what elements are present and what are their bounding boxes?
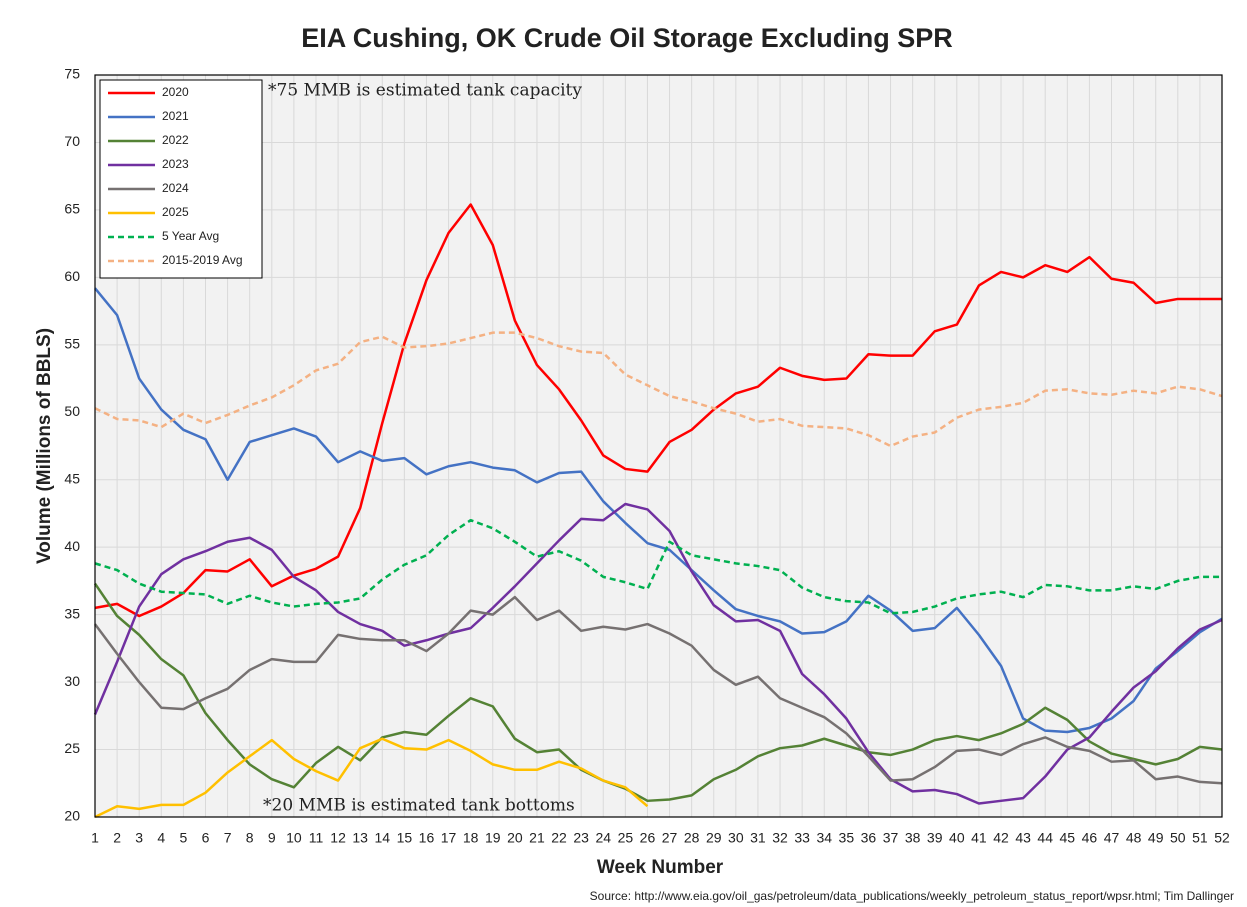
y-tick-label: 25 xyxy=(64,740,80,756)
x-tick-label: 46 xyxy=(1082,830,1098,846)
source: Source: http://www.eia.gov/oil_gas/petro… xyxy=(590,889,1234,903)
x-tick-label: 28 xyxy=(684,830,700,846)
y-tick-label: 55 xyxy=(64,336,80,352)
y-tick-label: 70 xyxy=(64,133,80,149)
y-tick-label: 75 xyxy=(64,66,80,82)
legend-label: 2022 xyxy=(162,133,189,147)
x-tick-label: 44 xyxy=(1037,830,1053,846)
x-tick-label: 26 xyxy=(640,830,656,846)
y-tick-label: 20 xyxy=(64,808,80,824)
x-tick-label: 51 xyxy=(1192,830,1208,846)
legend-box xyxy=(99,79,263,279)
chart-title: EIA Cushing, OK Crude Oil Storage Exclud… xyxy=(301,23,953,53)
y-tick-label: 40 xyxy=(64,538,80,554)
x-tick-label: 40 xyxy=(949,830,965,846)
x-tick-label: 45 xyxy=(1060,830,1076,846)
x-tick-label: 11 xyxy=(309,830,324,846)
x-tick-label: 47 xyxy=(1104,830,1120,846)
x-tick-label: 4 xyxy=(157,830,165,846)
x-tick-label: 8 xyxy=(246,830,254,846)
series-line xyxy=(94,203,1222,618)
x-tick-label: 3 xyxy=(135,830,143,846)
x-tick-label: 1 xyxy=(91,830,99,846)
legend-label: 2023 xyxy=(162,157,189,171)
annotation: *75 MMB is estimated tank capacity xyxy=(268,81,582,101)
x-tick-label: 52 xyxy=(1214,830,1230,846)
x-tick-label: 22 xyxy=(551,830,567,846)
x-tick-label: 38 xyxy=(905,830,921,846)
plot-border xyxy=(94,74,1223,818)
annotation: *20 MMB is estimated tank bottoms xyxy=(263,796,575,816)
legend-label: 2021 xyxy=(162,109,189,123)
x-tick-label: 42 xyxy=(993,830,1009,846)
x-tick-label: 36 xyxy=(861,830,877,846)
x-tick-label: 5 xyxy=(179,830,187,846)
x-tick-label: 12 xyxy=(330,830,346,846)
x-tick-label: 13 xyxy=(352,830,368,846)
series-line xyxy=(93,502,1223,805)
series-line xyxy=(94,737,649,819)
legend-label: 2025 xyxy=(162,205,189,219)
legend-label: 5 Year Avg xyxy=(162,229,219,243)
y-tick-label: 50 xyxy=(64,403,80,419)
x-tick-label: 2 xyxy=(113,830,121,846)
x-tick-label: 35 xyxy=(839,830,855,846)
x-tick-label: 27 xyxy=(662,830,678,846)
x-tick-label: 48 xyxy=(1126,830,1142,846)
x-tick-label: 30 xyxy=(728,830,744,846)
x-tick-label: 9 xyxy=(268,830,276,846)
x-tick-label: 31 xyxy=(750,830,766,846)
x-tick-label: 10 xyxy=(286,830,302,846)
x-tick-label: 24 xyxy=(595,830,611,846)
x-tick-label: 14 xyxy=(374,830,390,846)
y-tick-label: 45 xyxy=(64,470,80,486)
x-tick-label: 21 xyxy=(529,830,545,846)
x-tick-label: 41 xyxy=(971,830,987,846)
x-tick-label: 19 xyxy=(485,830,501,846)
series-line xyxy=(93,582,1223,803)
x-tick-label: 20 xyxy=(507,830,523,846)
y-tick-label: 35 xyxy=(64,605,80,621)
x-tick-label: 17 xyxy=(441,830,457,846)
plot-background xyxy=(95,75,1222,817)
x-tick-label: 50 xyxy=(1170,830,1186,846)
x-tick-label: 18 xyxy=(463,830,479,846)
x-tick-label: 23 xyxy=(573,830,589,846)
series-line xyxy=(93,595,1223,785)
series-line xyxy=(94,331,1223,448)
x-tick-label: 16 xyxy=(419,830,435,846)
x-tick-label: 32 xyxy=(772,830,788,846)
x-tick-label: 39 xyxy=(927,830,943,846)
x-tick-label: 34 xyxy=(816,830,832,846)
x-tick-label: 49 xyxy=(1148,830,1164,846)
x-tick-label: 15 xyxy=(397,830,413,846)
series-line xyxy=(94,287,1223,734)
series-line xyxy=(94,518,1222,615)
legend-label: 2015-2019 Avg xyxy=(162,253,243,267)
x-tick-label: 33 xyxy=(794,830,810,846)
y-tick-label: 60 xyxy=(64,268,80,284)
legend-label: 2024 xyxy=(162,181,189,195)
x-tick-label: 43 xyxy=(1015,830,1031,846)
y-tick-label: 30 xyxy=(64,673,80,689)
legend-label: 2020 xyxy=(162,85,189,99)
x-tick-label: 37 xyxy=(883,830,899,846)
x-tick-label: 6 xyxy=(202,830,210,846)
x-tick-label: 25 xyxy=(618,830,634,846)
y-axis-label: Volume (Millions of BBLS) xyxy=(34,328,55,564)
x-axis-label: Week Number xyxy=(597,857,724,878)
x-tick-label: 7 xyxy=(224,830,232,846)
y-tick-label: 65 xyxy=(64,201,80,217)
x-tick-label: 29 xyxy=(706,830,722,846)
